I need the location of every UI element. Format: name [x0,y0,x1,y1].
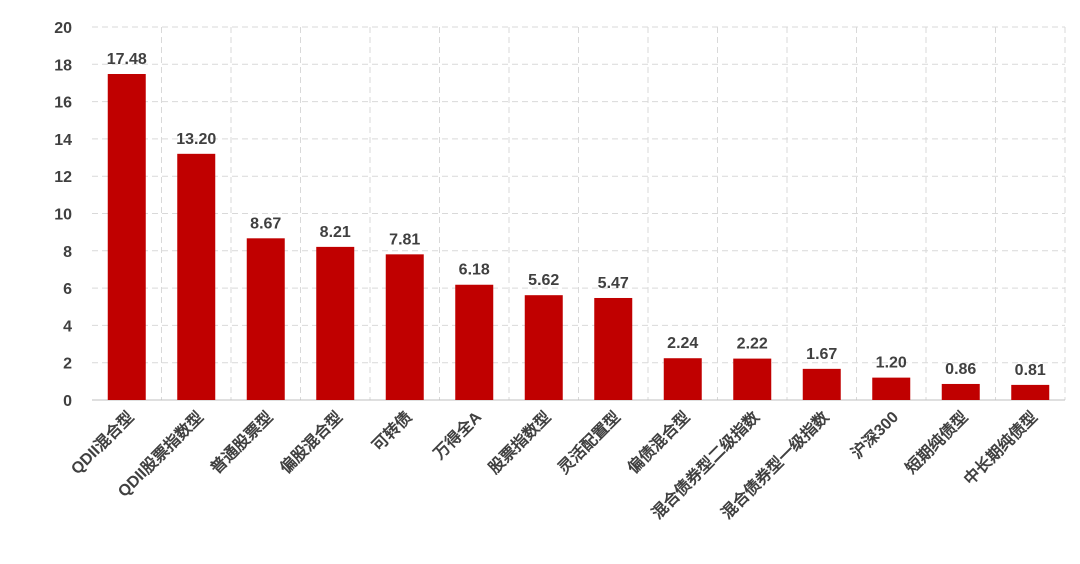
y-tick-label: 16 [54,95,72,112]
bar [524,295,563,400]
y-tick-label: 20 [54,20,72,37]
y-tick-label: 0 [63,393,72,410]
bar [385,254,424,400]
x-tick-label: 沪深300 [847,407,902,462]
y-tick-label: 12 [54,169,72,186]
value-label: 0.86 [945,361,976,378]
value-label: 5.62 [528,272,559,289]
value-label: 7.81 [389,231,420,248]
x-tick-label: 中长期纯债型 [960,407,1041,488]
bar [316,246,355,400]
y-tick-label: 14 [54,132,72,149]
y-tick-label: 6 [63,281,72,298]
x-tick-label: 普通股票型 [207,407,277,477]
x-tick-label: 可转债 [368,407,415,454]
x-tick-label: 短期纯债型 [902,407,972,477]
bar [177,153,216,400]
bar [802,368,841,400]
x-tick-label: 万得全A [429,407,486,464]
bar [107,73,146,401]
bar [733,358,772,400]
y-tick-label: 2 [63,356,72,373]
value-label: 5.47 [598,275,629,292]
y-tick-label: 8 [63,244,72,261]
value-label: 2.22 [737,336,768,353]
x-tick-label: 灵活配置型 [554,407,624,477]
bar [594,297,633,400]
bar [872,377,911,400]
value-label: 1.67 [806,346,837,363]
value-label: 0.81 [1015,362,1046,379]
value-label: 6.18 [459,262,490,279]
value-label: 17.48 [107,51,147,68]
bar [941,383,980,400]
value-label: 2.24 [667,335,698,352]
bar [246,238,285,400]
value-label: 8.21 [320,224,351,241]
bar [663,358,702,400]
y-tick-label: 10 [54,207,72,224]
x-tick-label: 偏股混合型 [276,407,346,477]
bar [1011,384,1050,400]
x-tick-label: 股票指数型 [485,407,555,477]
y-tick-label: 18 [54,57,72,74]
x-tick-label: QDII混合型 [67,407,138,478]
y-tick-label: 4 [63,318,72,335]
value-label: 1.20 [876,355,907,372]
value-label: 8.67 [250,215,281,232]
x-tick-label: 偏债混合型 [624,407,694,477]
value-label: 13.20 [176,131,216,148]
bar [455,284,494,400]
